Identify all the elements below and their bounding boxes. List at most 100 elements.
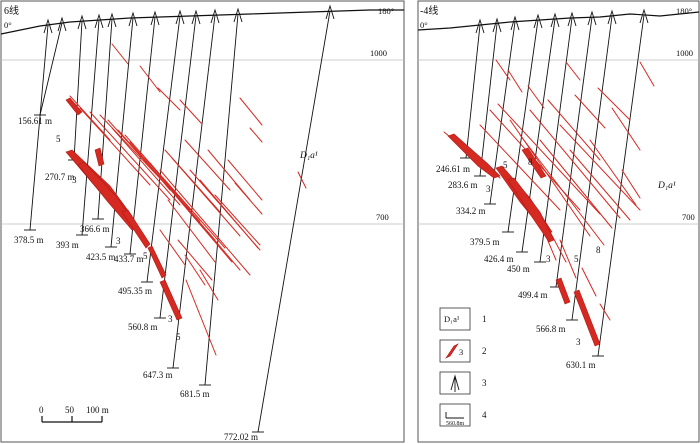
right-ore-veins bbox=[443, 59, 655, 321]
left-section-title: 6线 bbox=[4, 4, 19, 17]
legend-item-number: 3 bbox=[482, 378, 487, 388]
left-depth-labels: 156.61 m 270.7 m 378.5 m 393 m 366.6 m 4… bbox=[14, 116, 258, 442]
right-drill-hole-7 bbox=[555, 16, 593, 288]
legend-item-number: 2 bbox=[482, 346, 487, 356]
legend-depth-symbol: 560.8m bbox=[446, 421, 465, 427]
left-angle-left: 0° bbox=[4, 20, 12, 30]
right-angle-right: 180° bbox=[676, 6, 692, 16]
left-section-panel: 6线 0° 180° 1000 700 bbox=[0, 0, 405, 443]
right-vein-number: 3 bbox=[546, 254, 551, 264]
left-drill-holes bbox=[29, 10, 331, 433]
left-depth-label: 393 m bbox=[56, 240, 79, 250]
collar-arrow-icon bbox=[128, 11, 138, 27]
left-depth-label: 772.02 m bbox=[224, 432, 258, 442]
collar-arrow-icon bbox=[639, 8, 649, 24]
scale-end-label: 100 m bbox=[86, 405, 109, 415]
left-drill-hole-2 bbox=[39, 22, 63, 116]
right-vein-number: 5 bbox=[574, 254, 579, 264]
left-drill-hole-12 bbox=[257, 10, 331, 433]
right-angle-left: 0° bbox=[420, 20, 428, 30]
left-depth-label: 378.5 m bbox=[14, 235, 44, 245]
left-depth-label: 495.35 m bbox=[118, 286, 152, 296]
right-depth-labels: 246.61 m 283.6 m 334.2 m 379.5 m 426.4 m… bbox=[436, 164, 596, 370]
right-elevation-700-label: 700 bbox=[682, 212, 695, 222]
collar-arrow-icon bbox=[550, 12, 560, 28]
right-vein-number: 8 bbox=[596, 245, 601, 255]
left-stratigraphic-unit-label: D₁a¹ bbox=[299, 151, 318, 161]
right-vein-number: 5 bbox=[503, 160, 508, 170]
collar-arrow-icon bbox=[492, 17, 502, 33]
left-vein-number: 5 bbox=[176, 332, 181, 342]
scale-mid-label: 50 bbox=[65, 405, 75, 415]
right-depth-label: 499.4 m bbox=[518, 290, 548, 300]
right-section-title: -4线 bbox=[420, 4, 438, 17]
collar-arrow-icon bbox=[175, 9, 185, 25]
collar-arrow-icon bbox=[607, 9, 617, 25]
right-depth-label: 566.8 m bbox=[536, 324, 566, 334]
collar-arrow-icon bbox=[94, 13, 104, 29]
left-drill-hole-4 bbox=[81, 19, 100, 236]
left-drill-hole-3 bbox=[73, 20, 83, 161]
collar-arrow-icon bbox=[150, 10, 160, 26]
right-drill-hole-2 bbox=[479, 23, 498, 177]
left-drill-hole-7 bbox=[129, 16, 156, 255]
left-ground-surface bbox=[0, 9, 404, 35]
left-drill-hole-11 bbox=[204, 13, 239, 386]
right-depth-label: 334.2 m bbox=[456, 206, 486, 216]
right-ore-lenses bbox=[447, 133, 601, 347]
right-vein-number: 3 bbox=[486, 184, 491, 194]
left-vein-number: 3 bbox=[72, 175, 77, 185]
left-depth-label: 681.5 m bbox=[180, 389, 210, 399]
left-elevation-1000-label: 1000 bbox=[370, 48, 387, 58]
left-collar-arrows bbox=[43, 4, 335, 34]
right-depth-label: 630.1 m bbox=[566, 360, 596, 370]
left-vein-number: 5 bbox=[56, 134, 61, 144]
collar-arrow-icon bbox=[233, 7, 243, 23]
left-depth-label: 560.8 m bbox=[128, 322, 158, 332]
left-drill-hole-1 bbox=[29, 24, 49, 231]
right-drill-hole-1 bbox=[465, 24, 481, 159]
collar-arrow-icon bbox=[325, 4, 335, 20]
left-vein-numbers: 5 3 3 5 3 5 bbox=[56, 134, 181, 342]
right-depth-label: 246.61 m bbox=[436, 164, 470, 174]
left-vein-number: 3 bbox=[116, 236, 121, 246]
right-panel-frame bbox=[417, 0, 700, 443]
right-vein-number: 8 bbox=[528, 157, 533, 167]
left-drill-hole-9 bbox=[159, 15, 197, 319]
legend-item-number: 4 bbox=[482, 410, 487, 420]
left-vein-number: 3 bbox=[168, 314, 173, 324]
left-depth-label: 423.5 m bbox=[86, 252, 116, 262]
legend-unit-swatch bbox=[439, 307, 471, 331]
left-depth-label: 366.6 m bbox=[80, 224, 110, 234]
left-panel-frame bbox=[0, 0, 405, 443]
right-elevation-1000-label: 1000 bbox=[676, 48, 693, 58]
collar-arrow-icon bbox=[77, 14, 87, 30]
left-depth-label: 433.7 m bbox=[114, 254, 144, 264]
collar-arrow-icon bbox=[533, 13, 543, 29]
right-depth-label: 379.5 m bbox=[470, 237, 500, 247]
right-depth-label: 283.6 m bbox=[448, 180, 478, 190]
left-drill-hole-8 bbox=[146, 15, 181, 283]
left-vein-number: 5 bbox=[143, 251, 148, 261]
legend-orebody-number: 3 bbox=[459, 347, 463, 357]
left-angle-right: 180° bbox=[378, 6, 394, 16]
right-drill-hole-9 bbox=[597, 14, 645, 357]
left-ore-lenses bbox=[65, 97, 183, 321]
legend-unit-symbol: D₁a¹ bbox=[444, 314, 460, 324]
legend-depth-swatch bbox=[439, 403, 471, 427]
collar-arrow-icon bbox=[107, 12, 117, 28]
legend: D₁a¹ 1 3 2 3 560.8m 4 bbox=[439, 307, 487, 427]
collar-arrow-icon bbox=[57, 16, 67, 32]
right-depth-label: 426.4 m bbox=[484, 254, 514, 264]
right-drill-hole-4 bbox=[507, 19, 539, 233]
collar-arrow-icon bbox=[210, 8, 220, 24]
left-drill-hole-10 bbox=[172, 14, 216, 369]
right-vein-numbers: 5 8 3 3 5 8 3 bbox=[486, 157, 601, 347]
right-stratigraphic-unit-label: D₁a¹ bbox=[657, 181, 676, 191]
collar-arrow-icon bbox=[567, 11, 577, 27]
collar-arrow-icon bbox=[475, 18, 485, 34]
left-depth-label: 647.3 m bbox=[143, 370, 173, 380]
left-depth-label: 156.61 m bbox=[18, 116, 52, 126]
left-depth-label: 270.7 m bbox=[45, 172, 75, 182]
